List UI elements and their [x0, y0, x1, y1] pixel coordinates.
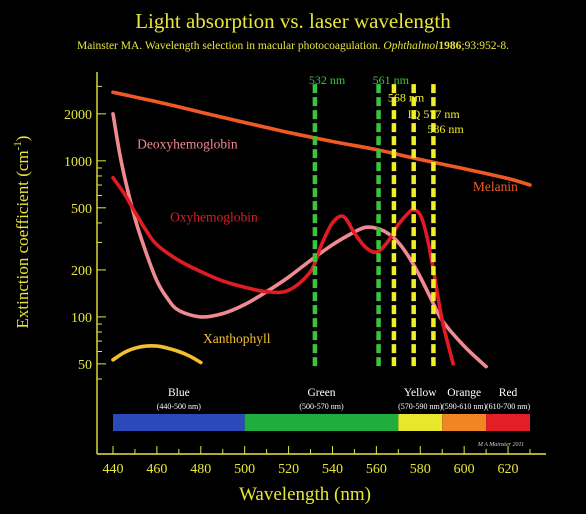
series-line-deoxyhemoglobin [111, 112, 488, 369]
chart-title: Light absorption vs. laser wavelength [135, 9, 451, 33]
citation-prefix: Mainster MA. Wavelength selection in mac… [77, 40, 383, 52]
laser-label-561: 561 nm [373, 73, 410, 87]
y-tick-label: 200 [71, 264, 92, 279]
spectrum-band-range: (590-610 nm) [442, 402, 487, 411]
y-tick-label: 100 [71, 311, 92, 326]
spectrum-band-range: (500-570 nm) [299, 402, 344, 411]
laser-label-586: 586 nm [427, 122, 464, 136]
spectrum-band-name: Red [499, 387, 518, 399]
citation-journal: Ophthalmol [383, 40, 438, 52]
x-tick-label: 620 [498, 462, 519, 477]
laser-label-532: 532 nm [309, 73, 346, 87]
spectrum-band-name: Blue [168, 387, 190, 399]
y-axis-label: Extinction coefficient (cm-1) [12, 136, 32, 329]
series-label-deoxyhemoglobin: Deoxyhemoglobin [137, 136, 238, 151]
signature: M A Mainster 2011 [477, 442, 524, 448]
spectrum-band-name: Green [307, 387, 335, 399]
y-tick-label: 2000 [64, 108, 92, 123]
x-tick-label: 460 [146, 462, 167, 477]
y-axis-label-base: Extinction coefficient (cm [13, 150, 32, 328]
x-axis-label: Wavelength (nm) [239, 484, 371, 505]
citation-year: 1986 [438, 40, 461, 52]
y-tick-label: 500 [71, 202, 92, 217]
spectrum-band-blue [113, 414, 245, 431]
series-label-oxyhemoglobin: Oxyhemoglobin [170, 209, 258, 224]
spectrum-band-range: (440-500 nm) [157, 402, 202, 411]
x-tick-label: 480 [190, 462, 211, 477]
spectrum-band-name: Yellow [404, 387, 437, 399]
series-line-xanthophyll [111, 344, 203, 365]
y-tick-label: 50 [78, 358, 92, 373]
citation: Mainster MA. Wavelength selection in mac… [77, 40, 509, 52]
spectrum-band-red [486, 414, 530, 431]
series-line-melanin [111, 90, 532, 187]
x-tick-label: 520 [278, 462, 299, 477]
spectrum-band-yellow [398, 414, 443, 431]
series-label-xanthophyll: Xanthophyll [203, 331, 271, 346]
series-line-oxyhemoglobin [111, 175, 455, 366]
spectrum-band-range: (570-590 nm) [398, 402, 443, 411]
x-tick-label: 540 [322, 462, 343, 477]
spectrum-band-orange [442, 414, 487, 431]
x-tick-label: 500 [234, 462, 255, 477]
y-tick-label: 1000 [64, 155, 92, 170]
spectrum-band-range: (610-700 nm) [486, 402, 531, 411]
spectrum-band-name: Orange [447, 387, 481, 399]
citation-suffix: ;93:952-8. [461, 40, 509, 52]
spectrum-band-green [244, 414, 399, 431]
x-tick-label: 560 [366, 462, 387, 477]
y-axis-label-sup: -1 [12, 141, 24, 150]
series-label-melanin: Melanin [473, 179, 518, 194]
laser-label-568: 568 nm [388, 90, 425, 104]
y-axis-label-close: ) [13, 136, 32, 142]
x-tick-label: 440 [103, 462, 124, 477]
x-tick-label: 600 [454, 462, 475, 477]
x-tick-label: 580 [410, 462, 431, 477]
